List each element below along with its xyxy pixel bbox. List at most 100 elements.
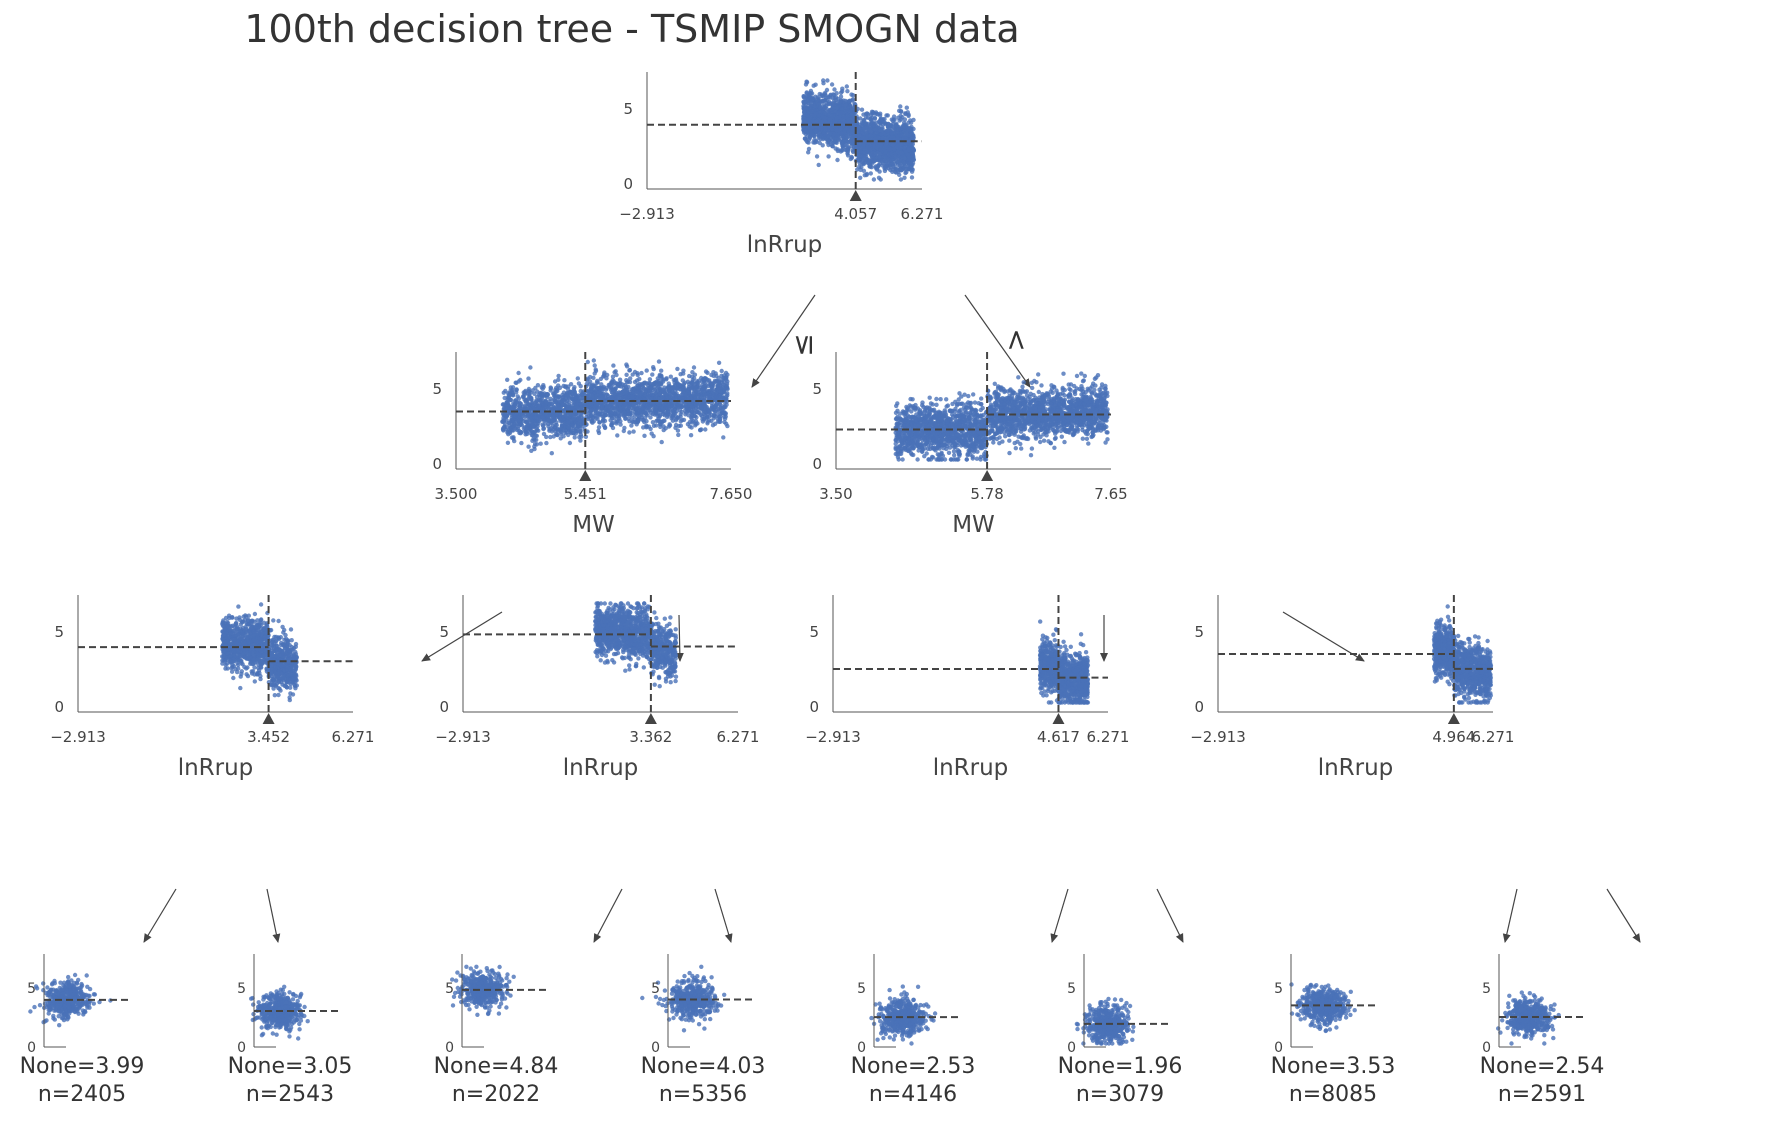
- leaf-count: n=8085: [1289, 1082, 1377, 1107]
- figure-title: 100th decision tree - TSMIP SMOGN data: [244, 7, 1019, 51]
- scatter-points: [220, 602, 299, 703]
- leaf-y-tick: 5: [1482, 981, 1491, 997]
- split-marker: [644, 713, 657, 724]
- leaf-prediction: None=4.84: [434, 1054, 559, 1079]
- x-tick-label: 3.452: [247, 728, 290, 746]
- leaf-prediction: None=1.96: [1058, 1054, 1183, 1079]
- leaf-points: [869, 984, 938, 1046]
- leaf-prediction: None=3.99: [20, 1054, 145, 1079]
- leaf-y-tick: 0: [857, 1040, 866, 1056]
- leaf-count: n=4146: [869, 1082, 957, 1107]
- leaf-y-tick: 5: [27, 981, 36, 997]
- leaf-y-tick: 0: [1274, 1040, 1283, 1056]
- leaf-y-tick: 0: [651, 1040, 660, 1056]
- leaf-y-tick: 0: [1067, 1040, 1076, 1056]
- x-tick-label: 4.057: [834, 205, 877, 223]
- y-tick-label: 0: [812, 455, 822, 473]
- y-tick-label: 0: [623, 175, 633, 193]
- tree-edge-arrow: [964, 294, 1031, 388]
- leaf-y-tick: 0: [237, 1040, 246, 1056]
- node-n2: 0 5 3.50 5.78 7.65 MW: [812, 352, 1128, 538]
- tree-edge-arrow: [421, 611, 503, 662]
- y-tick-label: 5: [623, 100, 633, 118]
- leaf-points: [640, 964, 727, 1033]
- y-tick-label: 5: [1194, 623, 1204, 641]
- leaf-points: [249, 984, 310, 1041]
- leaf-2: 0 5 None=3.05 n=2543: [228, 954, 353, 1107]
- x-tick-label: 6.271: [332, 728, 375, 746]
- tree-edge-arrow: [1282, 611, 1365, 662]
- split-marker: [849, 190, 862, 201]
- leaf-y-tick: 0: [1482, 1040, 1491, 1056]
- x-tick-label: −2.913: [435, 728, 491, 746]
- x-tick-label: 4.964: [1432, 728, 1475, 746]
- x-tick-label: −2.913: [1190, 728, 1246, 746]
- x-tick-label: 7.650: [710, 485, 753, 503]
- leaf-count: n=2022: [452, 1082, 540, 1107]
- leaf-count: n=2405: [38, 1082, 126, 1107]
- y-tick-label: 0: [809, 698, 819, 716]
- leaf-points: [1074, 996, 1136, 1046]
- leaf-prediction: None=4.03: [641, 1054, 766, 1079]
- scatter-points: [500, 358, 730, 456]
- leaf-points: [450, 964, 516, 1017]
- y-tick-label: 5: [812, 380, 822, 398]
- y-tick-label: 0: [439, 698, 449, 716]
- leaf-y-tick: 5: [1274, 981, 1283, 997]
- leaf-prediction: None=3.05: [228, 1054, 353, 1079]
- scatter-points: [800, 78, 916, 182]
- leaf-points: [1496, 990, 1561, 1046]
- leaf-y-tick: 0: [27, 1040, 36, 1056]
- leaf-count: n=3079: [1076, 1082, 1164, 1107]
- tree-edge-arrow: [714, 888, 733, 943]
- tree-edge-arrow: [593, 888, 623, 943]
- scatter-points: [1037, 619, 1091, 705]
- tree-edge-arrow: [143, 888, 177, 943]
- node-root: 0 5 −2.913 4.057 6.271 lnRrup: [619, 72, 943, 258]
- leaf-prediction: None=3.53: [1271, 1054, 1396, 1079]
- split-marker: [1447, 713, 1460, 724]
- y-tick-label: 0: [1194, 698, 1204, 716]
- feature-label: lnRrup: [178, 755, 254, 781]
- leaf-y-tick: 5: [857, 981, 866, 997]
- node-n5: 0 5 −2.913 4.617 6.271 lnRrup: [805, 595, 1129, 781]
- leaf-6: 0 5 None=1.96 n=3079: [1058, 954, 1183, 1107]
- leaf-prediction: None=2.53: [851, 1054, 976, 1079]
- edge-label-right: >: [999, 328, 1032, 351]
- feature-label: lnRrup: [747, 232, 823, 258]
- scatter-points: [593, 601, 679, 689]
- leaf-y-tick: 5: [237, 981, 246, 997]
- tree-edges: ≤ >: [143, 294, 1641, 943]
- leaf-y-tick: 0: [445, 1040, 454, 1056]
- x-tick-label: 3.362: [629, 728, 672, 746]
- split-marker: [981, 470, 994, 481]
- x-tick-label: 6.271: [1087, 728, 1130, 746]
- leaf-3: 0 5 None=4.84 n=2022: [434, 954, 559, 1107]
- tree-edge-arrow: [1606, 888, 1641, 943]
- x-tick-label: 6.271: [717, 728, 760, 746]
- x-tick-label: −2.913: [50, 728, 106, 746]
- tree-edge-arrow: [266, 888, 281, 943]
- x-tick-label: 5.78: [970, 485, 1003, 503]
- leaf-7: 0 5 None=3.53 n=8085: [1271, 954, 1396, 1107]
- split-marker: [579, 470, 592, 481]
- node-n4: 0 5 −2.913 3.362 6.271 lnRrup: [435, 595, 759, 781]
- tree-edge-arrow: [675, 614, 684, 662]
- leaf-5: 0 5 None=2.53 n=4146: [851, 954, 976, 1107]
- split-marker: [262, 713, 275, 724]
- leaf-1: 0 5 None=3.99 n=2405: [20, 954, 145, 1107]
- feature-label: MW: [572, 512, 615, 538]
- y-tick-label: 5: [809, 623, 819, 641]
- x-tick-label: 7.65: [1094, 485, 1127, 503]
- tree-leaves: 0 5 None=3.99 n=2405 0 5 None=3.05 n=2543 0 5 None…: [20, 954, 1604, 1107]
- x-tick-label: 6.271: [901, 205, 944, 223]
- leaf-4: 0 5 None=4.03 n=5356: [640, 954, 765, 1107]
- leaf-y-tick: 5: [1067, 981, 1076, 997]
- leaf-8: 0 5 None=2.54 n=2591: [1480, 954, 1604, 1107]
- feature-label: lnRrup: [563, 755, 639, 781]
- leaf-y-tick: 5: [445, 981, 454, 997]
- tree-edge-arrow: [1050, 888, 1069, 943]
- split-marker: [1052, 713, 1065, 724]
